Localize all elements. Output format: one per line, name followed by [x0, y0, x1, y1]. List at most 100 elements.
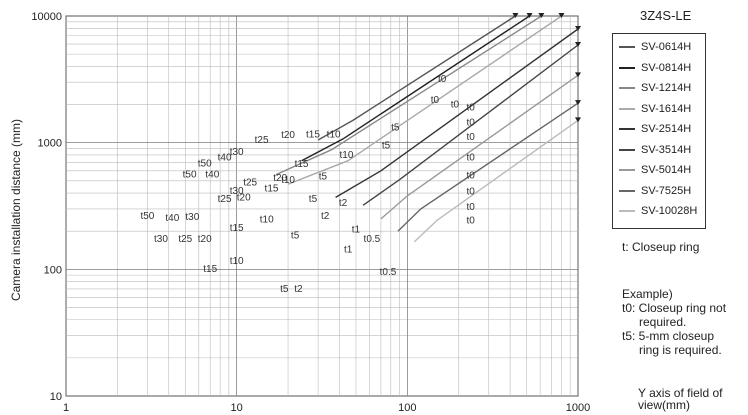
- legend-swatch: [619, 107, 635, 110]
- y-axis-note-line: Y axis of field of: [638, 386, 723, 400]
- legend-label: SV-0614H: [641, 41, 692, 53]
- closeup-ring-label: t5: [309, 194, 318, 205]
- series-line: [301, 15, 530, 162]
- closeup-ring-label: t0.5: [380, 267, 397, 278]
- series-end-marker: [575, 25, 581, 31]
- closeup-ring-label: t20: [281, 130, 295, 141]
- closeup-ring-label: t20: [237, 192, 251, 203]
- closeup-ring-label: t5: [319, 172, 328, 183]
- chart-series-group: [275, 13, 581, 243]
- y-axis-label: Camera installation distance (mm): [9, 119, 23, 301]
- closeup-ring-label: t10: [260, 214, 274, 225]
- example-line: required.: [639, 315, 687, 329]
- legend-item: SV-5014H: [619, 163, 691, 177]
- closeup-ring-label: t2: [294, 284, 303, 295]
- series-end-marker: [575, 117, 581, 123]
- legend: SV-0614H SV-0814H SV-1214H SV-1614H SV-2514H…: [612, 33, 706, 229]
- closeup-ring-label: t25: [255, 135, 269, 146]
- series-end-marker: [575, 100, 581, 106]
- closeup-ring-label: t30: [230, 186, 244, 197]
- closeup-ring-label: t25: [243, 177, 257, 188]
- legend-item: SV-2514H: [619, 122, 691, 136]
- legend-item: SV-0614H: [619, 40, 691, 54]
- legend-item: SV-0814H: [619, 61, 691, 75]
- y-tick-label: 10: [50, 391, 62, 403]
- closeup-ring-label: t5: [391, 122, 400, 133]
- x-tick-label: 1000: [566, 402, 590, 414]
- example-line: t5: 5-mm closeup: [622, 329, 715, 343]
- legend-swatch: [619, 87, 635, 89]
- y-axis-note-line: view(mm): [638, 398, 690, 412]
- closeup-ring-label: t50: [140, 211, 154, 222]
- chart-grid: [65, 15, 579, 397]
- closeup-ring-label: t50: [198, 158, 212, 169]
- closeup-ring-label: t15: [306, 129, 320, 140]
- legend-item: SV-1214H: [619, 81, 691, 95]
- series-line: [397, 102, 579, 232]
- legend-label: SV-0814H: [641, 61, 692, 74]
- legend-label: SV-5014H: [641, 164, 692, 176]
- closeup-ring-label: t15: [265, 184, 279, 195]
- closeup-ring-label: t25: [218, 194, 232, 205]
- x-tick-label: 10: [231, 402, 243, 414]
- closeup-ring-label: t5: [291, 231, 300, 242]
- closeup-ring-label: t25: [178, 234, 192, 245]
- legend-item: SV-7525H: [619, 184, 691, 198]
- legend-swatch: [619, 66, 635, 69]
- example-title: Example): [622, 287, 673, 301]
- closeup-ring-label: t0: [466, 102, 475, 113]
- example-note: Example) t0: Closeup ring not required. …: [622, 287, 748, 357]
- x-tick-label: 1: [63, 402, 69, 414]
- closeup-ring-label: t0: [466, 153, 475, 164]
- closeup-ring-label: t40: [165, 213, 179, 224]
- closeup-ring-label: t40: [205, 170, 219, 181]
- closeup-ring-label: t5: [382, 140, 391, 151]
- closeup-ring-label: t30: [154, 234, 168, 245]
- series-line: [335, 28, 579, 199]
- closeup-ring-label: t20: [273, 173, 287, 184]
- legend-label: SV-7525H: [641, 184, 692, 197]
- legend-swatch: [619, 128, 635, 130]
- legend-swatch: [619, 148, 635, 151]
- series-line: [317, 15, 516, 141]
- legend-label: SV-1614H: [641, 102, 692, 115]
- closeup-ring-label: t0: [466, 186, 475, 197]
- series-end-marker: [575, 72, 581, 78]
- closeup-ring-label: t1: [352, 225, 361, 236]
- closeup-ring-label: t2: [339, 198, 348, 209]
- series-line: [413, 119, 579, 243]
- closeup-ring-label: t10: [230, 256, 244, 267]
- x-tick-label: 100: [398, 402, 416, 414]
- series-end-marker: [526, 13, 533, 18]
- y-tick-label: 10000: [31, 11, 62, 23]
- legend-item: SV-10028H: [619, 204, 697, 218]
- closeup-ring-label: t10: [327, 129, 341, 140]
- example-line: t0: Closeup ring not: [622, 301, 727, 315]
- legend-swatch: [619, 189, 635, 192]
- closeup-ring-label: t1: [344, 244, 353, 255]
- series-end-marker: [575, 42, 581, 48]
- closeup-ring-label: t0: [431, 95, 440, 106]
- legend-swatch: [619, 210, 635, 212]
- closeup-ring-label: t10: [340, 150, 354, 161]
- closeup-ring-label: t0: [466, 216, 475, 227]
- series-line: [362, 44, 579, 206]
- legend-item: SV-3514H: [619, 143, 691, 157]
- series-line: [275, 15, 542, 176]
- legend-title: 3Z4S-LE: [640, 8, 692, 23]
- legend-swatch: [619, 169, 635, 171]
- legend-label: SV-2514H: [641, 123, 692, 135]
- plot-frame: [65, 15, 579, 397]
- legend-label: SV-1214H: [641, 82, 692, 94]
- closeup-ring-label: t50: [183, 170, 197, 181]
- legend-label: SV-10028H: [641, 205, 698, 217]
- y-axis-note: Y axis of field of view(mm): [638, 387, 748, 411]
- closeup-note: t: Closeup ring: [622, 240, 700, 254]
- closeup-ring-label: t30: [185, 212, 199, 223]
- closeup-ring-label: t15: [230, 223, 244, 234]
- closeup-ring-label: t5: [280, 284, 289, 295]
- closeup-ring-label: t20: [198, 234, 212, 245]
